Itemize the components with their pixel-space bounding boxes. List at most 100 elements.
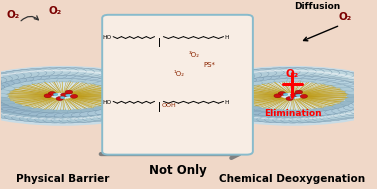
Ellipse shape [212, 78, 221, 80]
Ellipse shape [113, 75, 143, 83]
Ellipse shape [261, 68, 292, 76]
Ellipse shape [114, 113, 122, 114]
Ellipse shape [23, 117, 31, 119]
Ellipse shape [242, 83, 343, 109]
Ellipse shape [39, 68, 70, 76]
Text: O₂: O₂ [286, 69, 299, 79]
Ellipse shape [233, 104, 252, 109]
Circle shape [44, 94, 51, 98]
Ellipse shape [238, 70, 269, 78]
Ellipse shape [187, 88, 216, 95]
Ellipse shape [250, 75, 271, 81]
Ellipse shape [97, 114, 121, 120]
Ellipse shape [128, 92, 150, 98]
Ellipse shape [129, 80, 138, 82]
Ellipse shape [269, 77, 288, 82]
Ellipse shape [234, 77, 257, 83]
Ellipse shape [112, 75, 121, 77]
Ellipse shape [348, 77, 357, 78]
Text: PS*: PS* [204, 62, 215, 68]
Ellipse shape [354, 78, 363, 80]
Ellipse shape [102, 108, 124, 114]
Ellipse shape [100, 72, 131, 80]
Ellipse shape [222, 80, 244, 86]
Ellipse shape [115, 97, 134, 102]
Ellipse shape [253, 117, 261, 119]
Ellipse shape [333, 83, 352, 88]
Ellipse shape [269, 110, 288, 115]
Ellipse shape [282, 69, 292, 71]
Ellipse shape [187, 90, 215, 97]
Ellipse shape [203, 82, 212, 84]
Ellipse shape [330, 72, 361, 80]
Ellipse shape [55, 119, 62, 120]
Ellipse shape [53, 110, 72, 115]
Ellipse shape [309, 118, 316, 119]
Ellipse shape [213, 84, 235, 90]
Ellipse shape [16, 116, 23, 118]
Ellipse shape [292, 73, 314, 79]
Ellipse shape [218, 77, 227, 78]
Ellipse shape [193, 101, 219, 108]
Ellipse shape [141, 94, 168, 101]
Ellipse shape [140, 86, 149, 87]
Ellipse shape [372, 88, 377, 89]
Ellipse shape [255, 108, 274, 113]
Ellipse shape [0, 90, 10, 95]
Ellipse shape [103, 112, 127, 119]
Ellipse shape [331, 78, 353, 84]
Ellipse shape [192, 94, 200, 96]
Ellipse shape [316, 117, 324, 119]
Ellipse shape [297, 77, 316, 82]
Ellipse shape [345, 90, 364, 95]
Ellipse shape [371, 92, 377, 99]
Text: OOH: OOH [162, 104, 177, 108]
Ellipse shape [310, 112, 331, 117]
Ellipse shape [187, 92, 214, 99]
Ellipse shape [338, 79, 360, 85]
Ellipse shape [137, 84, 146, 85]
Ellipse shape [143, 100, 152, 102]
Ellipse shape [326, 114, 351, 120]
Text: O₂: O₂ [49, 6, 62, 16]
Text: HO: HO [102, 35, 111, 40]
Ellipse shape [273, 117, 296, 123]
Ellipse shape [54, 73, 75, 79]
Ellipse shape [39, 110, 58, 115]
Ellipse shape [353, 78, 377, 86]
Ellipse shape [325, 109, 347, 115]
Ellipse shape [343, 75, 373, 83]
Ellipse shape [221, 111, 245, 118]
Ellipse shape [323, 80, 342, 85]
Ellipse shape [274, 70, 284, 71]
Ellipse shape [360, 108, 368, 110]
Ellipse shape [281, 117, 304, 123]
Ellipse shape [12, 76, 34, 82]
Ellipse shape [61, 70, 70, 71]
Ellipse shape [190, 99, 216, 105]
Ellipse shape [0, 108, 4, 115]
Circle shape [286, 97, 293, 101]
Ellipse shape [222, 106, 244, 112]
Ellipse shape [368, 104, 376, 106]
Ellipse shape [0, 112, 22, 119]
Ellipse shape [259, 70, 268, 72]
Ellipse shape [192, 96, 200, 98]
Ellipse shape [0, 72, 25, 80]
Ellipse shape [374, 90, 377, 91]
Ellipse shape [146, 94, 155, 96]
Ellipse shape [369, 88, 377, 95]
Ellipse shape [62, 73, 84, 79]
Ellipse shape [0, 86, 2, 92]
Ellipse shape [223, 75, 233, 77]
Ellipse shape [122, 101, 144, 106]
Ellipse shape [204, 106, 230, 113]
Ellipse shape [367, 84, 376, 85]
Ellipse shape [125, 110, 133, 111]
Ellipse shape [21, 71, 31, 73]
Ellipse shape [225, 86, 245, 91]
Ellipse shape [31, 68, 62, 76]
Ellipse shape [243, 80, 262, 85]
Ellipse shape [355, 98, 377, 104]
Ellipse shape [363, 82, 372, 84]
